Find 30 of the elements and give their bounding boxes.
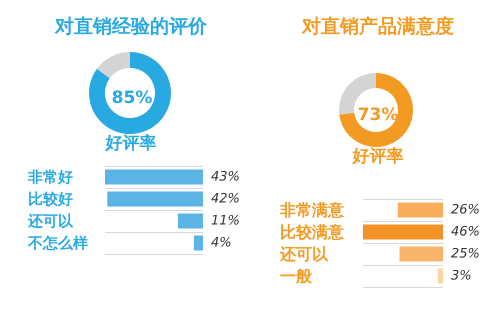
- y-tick-label: 不怎么样: [27, 234, 88, 252]
- data-label: 4%: [211, 236, 232, 250]
- text: 好评率: [352, 146, 404, 166]
- bar: [438, 268, 443, 284]
- bar: [398, 202, 443, 218]
- data-label: 42%: [211, 192, 240, 206]
- data-label: 11%: [211, 214, 240, 228]
- data-label: 25%: [451, 246, 480, 262]
- text: 好评率: [104, 134, 156, 154]
- data-label: 73%: [358, 105, 398, 125]
- bar: [107, 192, 203, 206]
- y-tick-label: 一般: [280, 266, 313, 286]
- data-label: 85%: [112, 88, 152, 108]
- y-tick-label: 还可以: [279, 244, 329, 264]
- data-label: 3%: [451, 268, 472, 284]
- y-tick-label: 非常满意: [279, 200, 345, 220]
- data-label: 26%: [451, 202, 480, 218]
- y-tick-label: 非常好: [27, 168, 73, 186]
- y-tick-label: 还可以: [27, 212, 74, 230]
- bar: [363, 224, 443, 240]
- y-tick-label: 比较满意: [280, 222, 345, 242]
- bar: [194, 236, 203, 250]
- data-label: 43%: [211, 170, 240, 184]
- y-tick-label: 比较好: [28, 190, 73, 208]
- chart-title: 对直销产品满意度: [301, 16, 454, 38]
- bar: [400, 246, 443, 262]
- bar: [178, 214, 203, 228]
- bar: [105, 170, 203, 184]
- chart-title: 对直销经验的评价: [54, 16, 208, 38]
- data-label: 46%: [451, 224, 480, 240]
